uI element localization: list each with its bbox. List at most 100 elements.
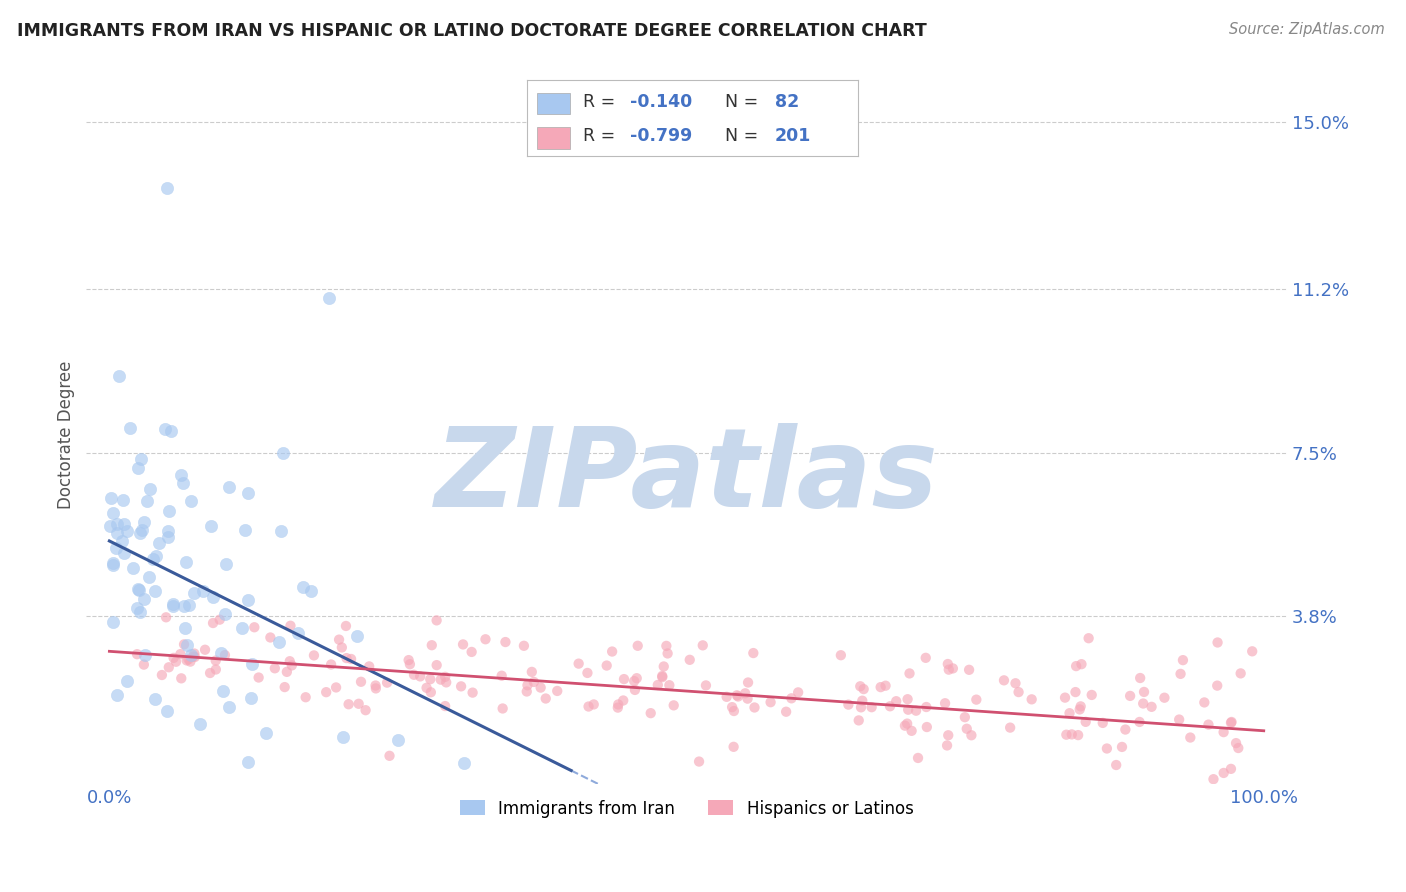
Point [1241, 644, 1264, 658]
Point [534, 691, 557, 706]
Point [1212, 766, 1234, 780]
Point [402, 667, 425, 681]
Point [626, 671, 648, 685]
Point [837, 698, 859, 712]
Point [461, 685, 484, 699]
Point [1007, 685, 1029, 699]
Point [214, 648, 236, 662]
Point [651, 669, 673, 683]
Point [612, 693, 634, 707]
Point [1206, 635, 1229, 649]
Point [176, 653, 198, 667]
Point [142, 551, 165, 566]
Point [325, 681, 347, 695]
Point [138, 482, 160, 496]
Point [231, 621, 253, 635]
Point [1070, 657, 1092, 672]
Point [1114, 723, 1136, 737]
Text: R =: R = [583, 93, 621, 111]
Point [155, 610, 177, 624]
Point [209, 646, 232, 660]
Point [860, 700, 883, 714]
Point [613, 672, 636, 686]
Point [165, 655, 187, 669]
Point [318, 291, 340, 305]
Point [118, 421, 141, 435]
Point [1128, 714, 1150, 729]
Point [1202, 772, 1225, 787]
Point [148, 536, 170, 550]
Point [1180, 731, 1202, 745]
Point [695, 678, 717, 692]
Point [111, 533, 134, 548]
Point [143, 584, 166, 599]
Point [623, 674, 645, 689]
Point [276, 665, 298, 679]
Point [387, 732, 409, 747]
Point [112, 546, 135, 560]
Point [156, 181, 179, 195]
Point [129, 525, 152, 540]
Point [900, 723, 922, 738]
Point [399, 657, 422, 672]
Point [101, 507, 124, 521]
Point [1077, 631, 1099, 645]
Point [173, 599, 195, 614]
Point [247, 671, 270, 685]
Point [129, 452, 152, 467]
Point [117, 524, 139, 538]
Point [662, 698, 685, 713]
Point [1053, 690, 1076, 705]
Point [201, 590, 224, 604]
Point [998, 721, 1021, 735]
Point [335, 619, 357, 633]
Point [744, 700, 766, 714]
Point [434, 670, 457, 684]
Legend: Immigrants from Iran, Hispanics or Latinos: Immigrants from Iran, Hispanics or Latin… [453, 793, 920, 824]
Point [420, 638, 443, 652]
Point [600, 644, 623, 658]
Point [129, 605, 152, 619]
Text: 82: 82 [775, 93, 799, 111]
Point [1091, 715, 1114, 730]
Point [153, 421, 176, 435]
Point [896, 716, 918, 731]
Point [169, 647, 191, 661]
Point [127, 601, 149, 615]
Point [347, 697, 370, 711]
Point [179, 655, 201, 669]
Point [278, 654, 301, 668]
Point [177, 652, 200, 666]
Point [1004, 676, 1026, 690]
Point [281, 658, 304, 673]
Point [775, 705, 797, 719]
Point [884, 694, 907, 708]
Point [723, 739, 745, 754]
Text: ZIPatlas: ZIPatlas [434, 424, 938, 531]
Point [530, 681, 553, 695]
Point [1197, 717, 1219, 731]
Point [101, 556, 124, 570]
Point [1021, 692, 1043, 706]
Point [269, 635, 291, 649]
Point [1225, 736, 1247, 750]
Point [183, 647, 205, 661]
Point [375, 675, 398, 690]
Point [108, 369, 131, 384]
Point [523, 675, 546, 690]
Point [852, 682, 875, 697]
Point [236, 592, 259, 607]
Point [576, 665, 599, 680]
Point [734, 686, 756, 700]
Point [652, 659, 675, 673]
Point [494, 635, 516, 649]
Point [513, 639, 536, 653]
Point [1168, 713, 1191, 727]
Point [173, 637, 195, 651]
Point [450, 679, 472, 693]
Point [188, 717, 211, 731]
Point [218, 699, 240, 714]
Point [725, 689, 748, 703]
Point [1212, 725, 1234, 739]
Point [742, 646, 765, 660]
